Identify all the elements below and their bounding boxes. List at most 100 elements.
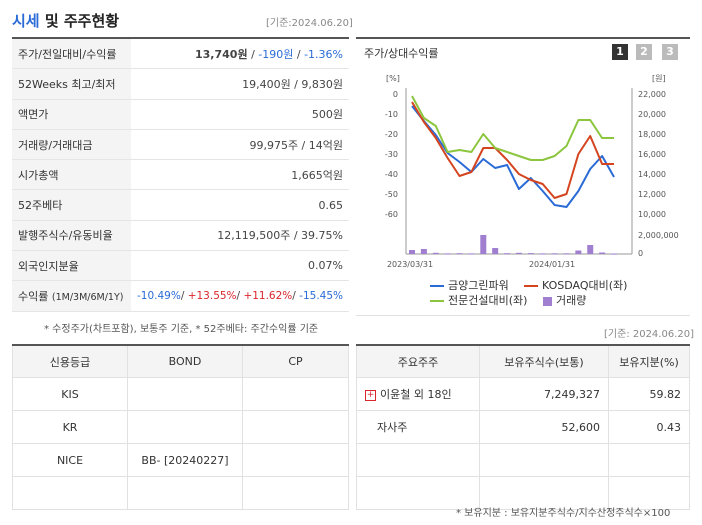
row-value: 12,119,500주 / 39.75% [130, 220, 349, 252]
period-button-3[interactable]: 3 [662, 44, 678, 60]
table-row: 발행주식수/유동비율 12,119,500주 / 39.75% [12, 220, 349, 252]
legend-item: 금양그린파워 [430, 277, 509, 293]
return-3m: +13.55% [187, 290, 237, 303]
return-6m: +11.62% [243, 290, 293, 303]
series-line-2 [411, 101, 614, 199]
table-row: 수익률 (1M/3M/6M/1Y) -10.49%/ +13.55%/ +11.… [12, 280, 349, 312]
legend-swatch [543, 296, 552, 306]
table-row: 자사주 52,600 0.43 [356, 410, 690, 444]
right-axis-unit: [원] [652, 74, 666, 83]
row-label-sub: (1M/3M/6M/1Y) [51, 292, 124, 304]
volume-tick-label: 0 [638, 249, 643, 258]
left-tick-label: -20 [385, 130, 398, 139]
table-row: KR [12, 410, 349, 444]
volume-bar [527, 253, 534, 255]
volume-bar [551, 253, 558, 255]
period-button-1[interactable]: 1 [612, 44, 628, 60]
table-row: NICE BB- [20240227] [12, 443, 349, 477]
x-tick-label: 2024/01/31 [529, 260, 575, 269]
row-label: 외국인지분율 [12, 250, 131, 282]
right-tick-label: 22,000 [638, 90, 666, 99]
left-axis-unit: [%] [386, 74, 400, 83]
period-button-2[interactable]: 2 [636, 44, 652, 60]
table-header-row: 신용등급 BOND CP [12, 344, 349, 378]
chart-title: 주가/상대수익률 [364, 47, 439, 60]
volume-bar [456, 253, 463, 255]
table-row: 52주베타 0.65 [12, 189, 349, 221]
row-value: 1,665억원 [130, 159, 349, 191]
expand-icon[interactable]: + [365, 389, 376, 401]
volume-bar [587, 245, 594, 254]
table-row: 거래량/거래대금 99,975주 / 14억원 [12, 129, 349, 161]
shareholders-note: * 보유지분 : 보유지분주식수/지수산정주식수×100 [456, 508, 671, 519]
row-label: 발행주식수/유동비율 [12, 220, 131, 252]
volume-bar [432, 252, 439, 254]
stock-note: * 수정주가(차트포함), 보통주 기준, * 52주베타: 주간수익률 기준 [44, 324, 319, 335]
row-label: 시가총액 [12, 159, 131, 191]
base-date: [기준:2024.06.20] [266, 18, 353, 29]
table-row: + 이윤철 외 18인 7,249,327 59.82 [356, 377, 690, 411]
left-tick-label: -30 [385, 150, 398, 159]
row-value: 0.65 [130, 189, 349, 221]
title-main: 시세 [12, 12, 40, 30]
return-1m: -10.49% [136, 290, 181, 303]
return-1y: -15.45% [299, 290, 343, 303]
legend-swatch [524, 285, 538, 287]
right-tick-label: 20,000 [638, 110, 666, 119]
legend-item: 거래량 [543, 292, 586, 308]
legend-item: 전문건설대비(좌) [430, 292, 527, 308]
page-title: 시세 및 주주현황 [12, 10, 119, 31]
shareholder-name: 이윤철 외 18인 [380, 388, 452, 401]
credit-rating-table: 신용등급 BOND CP KIS KR NICE BB- [20240227] [12, 344, 349, 510]
table-row: 시가총액 1,665억원 [12, 159, 349, 191]
right-tick-label: 16,000 [638, 150, 666, 159]
volume-bar [444, 253, 451, 255]
table-header-row: 주요주주 보유주식수(보통) 보유지분(%) [356, 344, 690, 378]
volume-bar [575, 250, 582, 254]
change-value: -190원 [258, 47, 294, 61]
shareholders-table: 주요주주 보유주식수(보통) 보유지분(%) + 이윤철 외 18인 7,249,… [356, 344, 690, 510]
volume-bar [504, 253, 511, 255]
row-label: 수익률 [18, 290, 49, 304]
x-tick-label: 2023/03/31 [387, 260, 433, 269]
table-row [356, 443, 690, 477]
left-tick-label: -60 [385, 210, 398, 219]
left-tick-label: -50 [385, 190, 398, 199]
right-tick-label: 12,000 [638, 190, 666, 199]
volume-tick-label: 2,000,000 [638, 231, 679, 240]
table-row: KIS [12, 377, 349, 411]
volume-bar [409, 250, 415, 254]
left-tick-label: -40 [385, 170, 398, 179]
series-line-3 [411, 95, 614, 161]
table-row: 52Weeks 최고/최저 19,400원 / 9,830원 [12, 68, 349, 100]
volume-bar [492, 248, 499, 254]
chart-panel [356, 37, 690, 316]
volume-bar [539, 253, 546, 255]
left-tick-label: 0 [393, 90, 398, 99]
right-tick-label: 10,000 [638, 210, 666, 219]
volume-bar [599, 252, 606, 254]
legend-item: KOSDAQ대비(좌) [524, 277, 627, 293]
legend-swatch [430, 300, 444, 302]
legend-swatch [430, 285, 444, 287]
title-rest: 및 주주현황 [39, 12, 120, 30]
row-value: 19,400원 / 9,830원 [130, 68, 349, 100]
volume-bar [611, 253, 617, 255]
stock-info-table: 주가/전일대비/수익률 13,740원 / -190원 / -1.36% 52W… [12, 37, 349, 312]
shareholder-name: 자사주 [356, 410, 480, 444]
row-value: 99,975주 / 14억원 [130, 129, 349, 161]
row-value: 500원 [130, 99, 349, 130]
volume-bar [515, 252, 522, 254]
chart-base-date: [기준: 2024.06.20] [604, 329, 695, 340]
row-label: 거래량/거래대금 [12, 129, 131, 161]
table-row [12, 476, 349, 510]
table-row: 액면가 500원 [12, 99, 349, 130]
volume-bar [468, 253, 475, 255]
table-row [356, 476, 690, 510]
volume-bar [480, 235, 487, 254]
row-value: 0.07% [130, 250, 349, 282]
price-chart: [%] [원] 0 -10 -20 -30 -40 -50 -60 22,000 20,000 1… [385, 74, 679, 269]
series-line-1 [411, 105, 615, 208]
row-label: 52주베타 [12, 189, 131, 221]
rate-value: -1.36% [304, 47, 343, 61]
